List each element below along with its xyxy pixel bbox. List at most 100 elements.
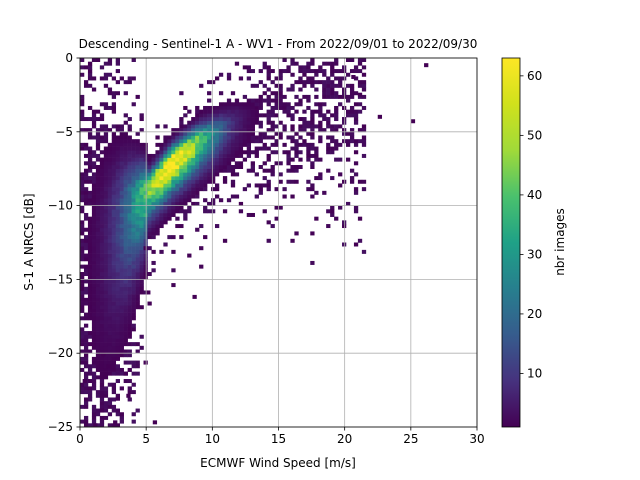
heatmap-cell: [349, 91, 355, 96]
heatmap-cell: [119, 253, 124, 258]
heatmap-cell: [278, 72, 283, 77]
heatmap-cell: [103, 227, 109, 232]
heatmap-cell: [290, 128, 295, 133]
heatmap-cell: [191, 183, 196, 188]
heatmap-cell: [131, 172, 136, 177]
heatmap-cell: [163, 212, 168, 217]
heatmap-cell: [286, 161, 291, 166]
heatmap-cell: [83, 216, 89, 221]
heatmap-cell: [187, 139, 192, 144]
heatmap-cell: [103, 353, 109, 358]
heatmap-cell: [87, 308, 93, 313]
heatmap-cell: [250, 102, 255, 107]
heatmap-cell: [179, 91, 184, 96]
heatmap-cell: [123, 131, 128, 136]
heatmap-cell: [131, 360, 136, 365]
heatmap-cell: [131, 246, 136, 251]
heatmap-cell: [203, 146, 208, 151]
heatmap-cell: [262, 161, 267, 166]
heatmap-cell: [167, 183, 172, 188]
heatmap-cell: [230, 153, 236, 158]
heatmap-cell: [103, 72, 109, 77]
heatmap-cell: [95, 360, 101, 365]
heatmap-cell: [207, 98, 212, 103]
heatmap-cell: [123, 342, 128, 347]
heatmap-cell: [131, 205, 136, 210]
heatmap-cell: [119, 412, 124, 417]
heatmap-cell: [131, 249, 136, 254]
heatmap-cell: [179, 128, 184, 133]
heatmap-cell: [83, 179, 89, 184]
heatmap-cell: [334, 105, 339, 110]
heatmap-cell: [334, 146, 339, 151]
heatmap-cell: [99, 371, 105, 376]
heatmap-cell: [115, 91, 120, 96]
heatmap-cell: [115, 323, 120, 328]
heatmap-cell: [99, 65, 105, 70]
heatmap-cell: [330, 80, 335, 85]
heatmap-cell: [87, 279, 93, 284]
heatmap-cell: [314, 109, 319, 114]
heatmap-cell: [357, 83, 363, 88]
heatmap-cell: [99, 367, 105, 372]
heatmap-cell: [111, 205, 117, 210]
heatmap-cell: [87, 128, 93, 133]
heatmap-cell: [310, 231, 315, 236]
heatmap-cell: [211, 179, 216, 184]
heatmap-cell: [278, 91, 283, 96]
heatmap-cell: [95, 128, 101, 133]
heatmap-cell: [278, 76, 283, 81]
heatmap-cell: [238, 142, 244, 147]
heatmap-cell: [80, 183, 85, 188]
heatmap-cell: [127, 190, 132, 195]
heatmap-cell: [99, 382, 105, 387]
heatmap-cell: [123, 327, 128, 332]
heatmap-cell: [111, 249, 117, 254]
heatmap-cell: [214, 139, 220, 144]
heatmap-cell: [266, 128, 271, 133]
heatmap-cell: [83, 83, 89, 88]
heatmap-cell: [131, 242, 136, 247]
heatmap-cell: [103, 146, 109, 151]
heatmap-cell: [99, 342, 105, 347]
heatmap-cell: [290, 117, 295, 122]
heatmap-cells: [80, 58, 429, 427]
heatmap-cell: [115, 209, 120, 214]
heatmap-cell: [95, 305, 101, 310]
heatmap-cell: [179, 150, 184, 155]
heatmap-cell: [322, 69, 327, 74]
heatmap-cell: [119, 249, 124, 254]
heatmap-cell: [211, 105, 216, 110]
heatmap-cell: [246, 76, 252, 81]
heatmap-cell: [111, 146, 117, 151]
heatmap-cell: [123, 220, 128, 225]
heatmap-cell: [278, 87, 283, 92]
heatmap-cell: [151, 183, 156, 188]
heatmap-cell: [270, 168, 275, 173]
heatmap-cell: [107, 157, 113, 162]
heatmap-cell: [87, 371, 93, 376]
heatmap-cell: [143, 224, 148, 229]
heatmap-cell: [175, 201, 180, 206]
heatmap-cell: [270, 80, 275, 85]
heatmap-cell: [91, 120, 97, 125]
heatmap-cell: [127, 367, 132, 372]
heatmap-cell: [242, 157, 248, 162]
heatmap-cell: [131, 264, 136, 269]
heatmap-cell: [127, 286, 132, 291]
heatmap-cell: [83, 338, 89, 343]
heatmap-cell: [155, 161, 160, 166]
heatmap-cell: [214, 146, 220, 151]
heatmap-cell: [119, 264, 124, 269]
heatmap-cell: [95, 172, 101, 177]
heatmap-cell: [175, 146, 180, 151]
heatmap-cell: [207, 146, 212, 151]
heatmap-cell: [91, 176, 97, 181]
heatmap-cell: [326, 94, 331, 99]
heatmap-cell: [314, 150, 319, 155]
heatmap-cell: [103, 231, 109, 236]
heatmap-cell: [147, 161, 152, 166]
heatmap-cell: [151, 176, 156, 181]
heatmap-cell: [139, 212, 144, 217]
heatmap-cell: [123, 113, 128, 118]
